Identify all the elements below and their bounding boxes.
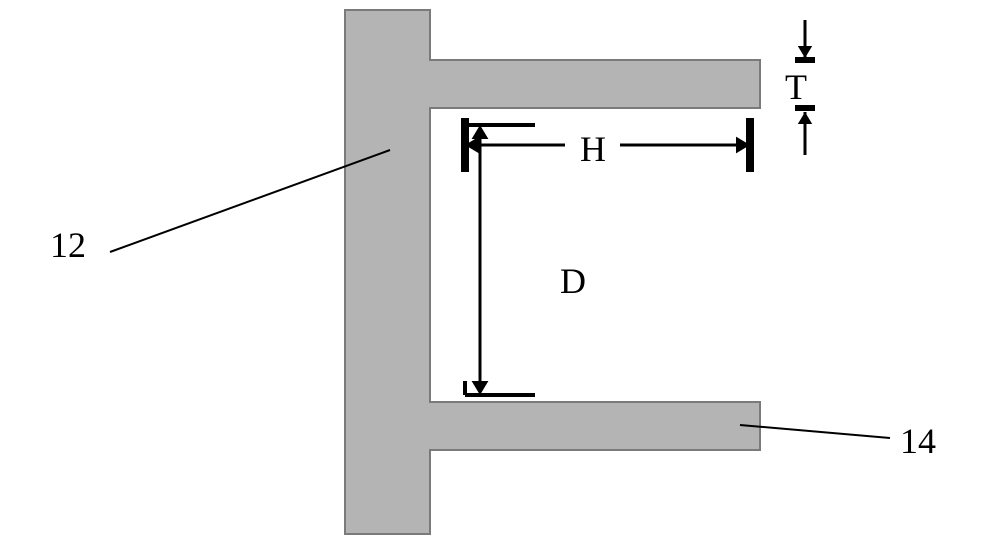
ref-12: 12 — [50, 224, 86, 266]
ref-14: 14 — [900, 420, 936, 462]
label-T: T — [785, 66, 807, 108]
label-H: H — [580, 128, 606, 170]
label-D: D — [560, 260, 586, 302]
diagram-canvas — [0, 0, 1000, 536]
